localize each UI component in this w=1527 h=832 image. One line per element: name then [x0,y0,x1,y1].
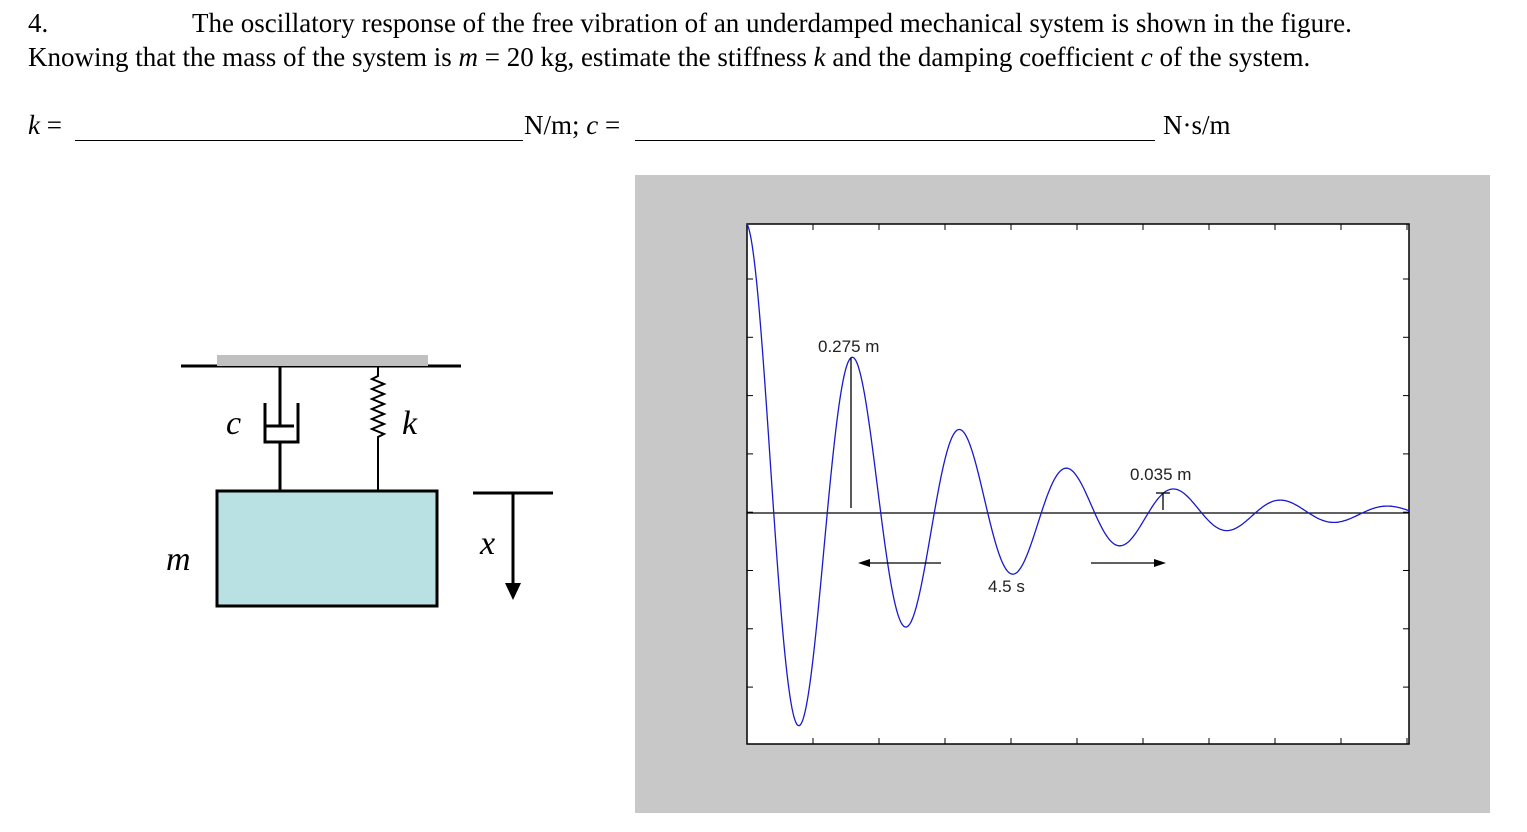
spring-label: k [402,405,418,442]
ticks [747,224,1409,744]
symbol: k [28,110,40,140]
arrow-head [505,583,521,600]
symbol: m [458,42,478,72]
mass-label: m [166,541,191,578]
answer-label: k = [28,110,62,141]
mass-spring-damper [181,355,553,608]
text: of the system. [1152,42,1311,72]
displacement-label: x [479,525,495,562]
problem-number: 4. [28,8,49,38]
symbol: c [1140,42,1153,72]
answer-label: N/m; c = [524,110,620,141]
arrow-head [1154,559,1166,567]
annotation: 0.275 m [818,337,879,356]
annotation: 4.5 s [988,577,1025,596]
text: Knowing that the mass of the system is [28,42,459,72]
plot-area [746,223,1410,745]
symbol: c [586,110,599,140]
ceiling-bar [217,355,428,366]
response-curve [746,223,1410,727]
text: = 20 kg, estimate the stiffness [477,42,814,72]
unit: N·s/m [1163,110,1231,140]
arrow-head [858,559,870,567]
symbol: k [813,42,826,72]
text: = [598,110,621,140]
problem-line: Knowing that the mass of the system is m… [28,42,1310,73]
text: and the damping coefficient [825,42,1141,72]
damper-label: c [226,405,241,442]
text: = [39,110,62,140]
text: N/m; [524,110,587,140]
annotations [850,358,1170,567]
annotation: 0.035 m [1130,465,1191,484]
problem-line: The oscillatory response of the free vib… [192,8,1352,38]
answer-blank[interactable] [635,140,1155,141]
spring [369,366,387,491]
answer-blank[interactable] [75,140,523,141]
mass [215,489,439,608]
